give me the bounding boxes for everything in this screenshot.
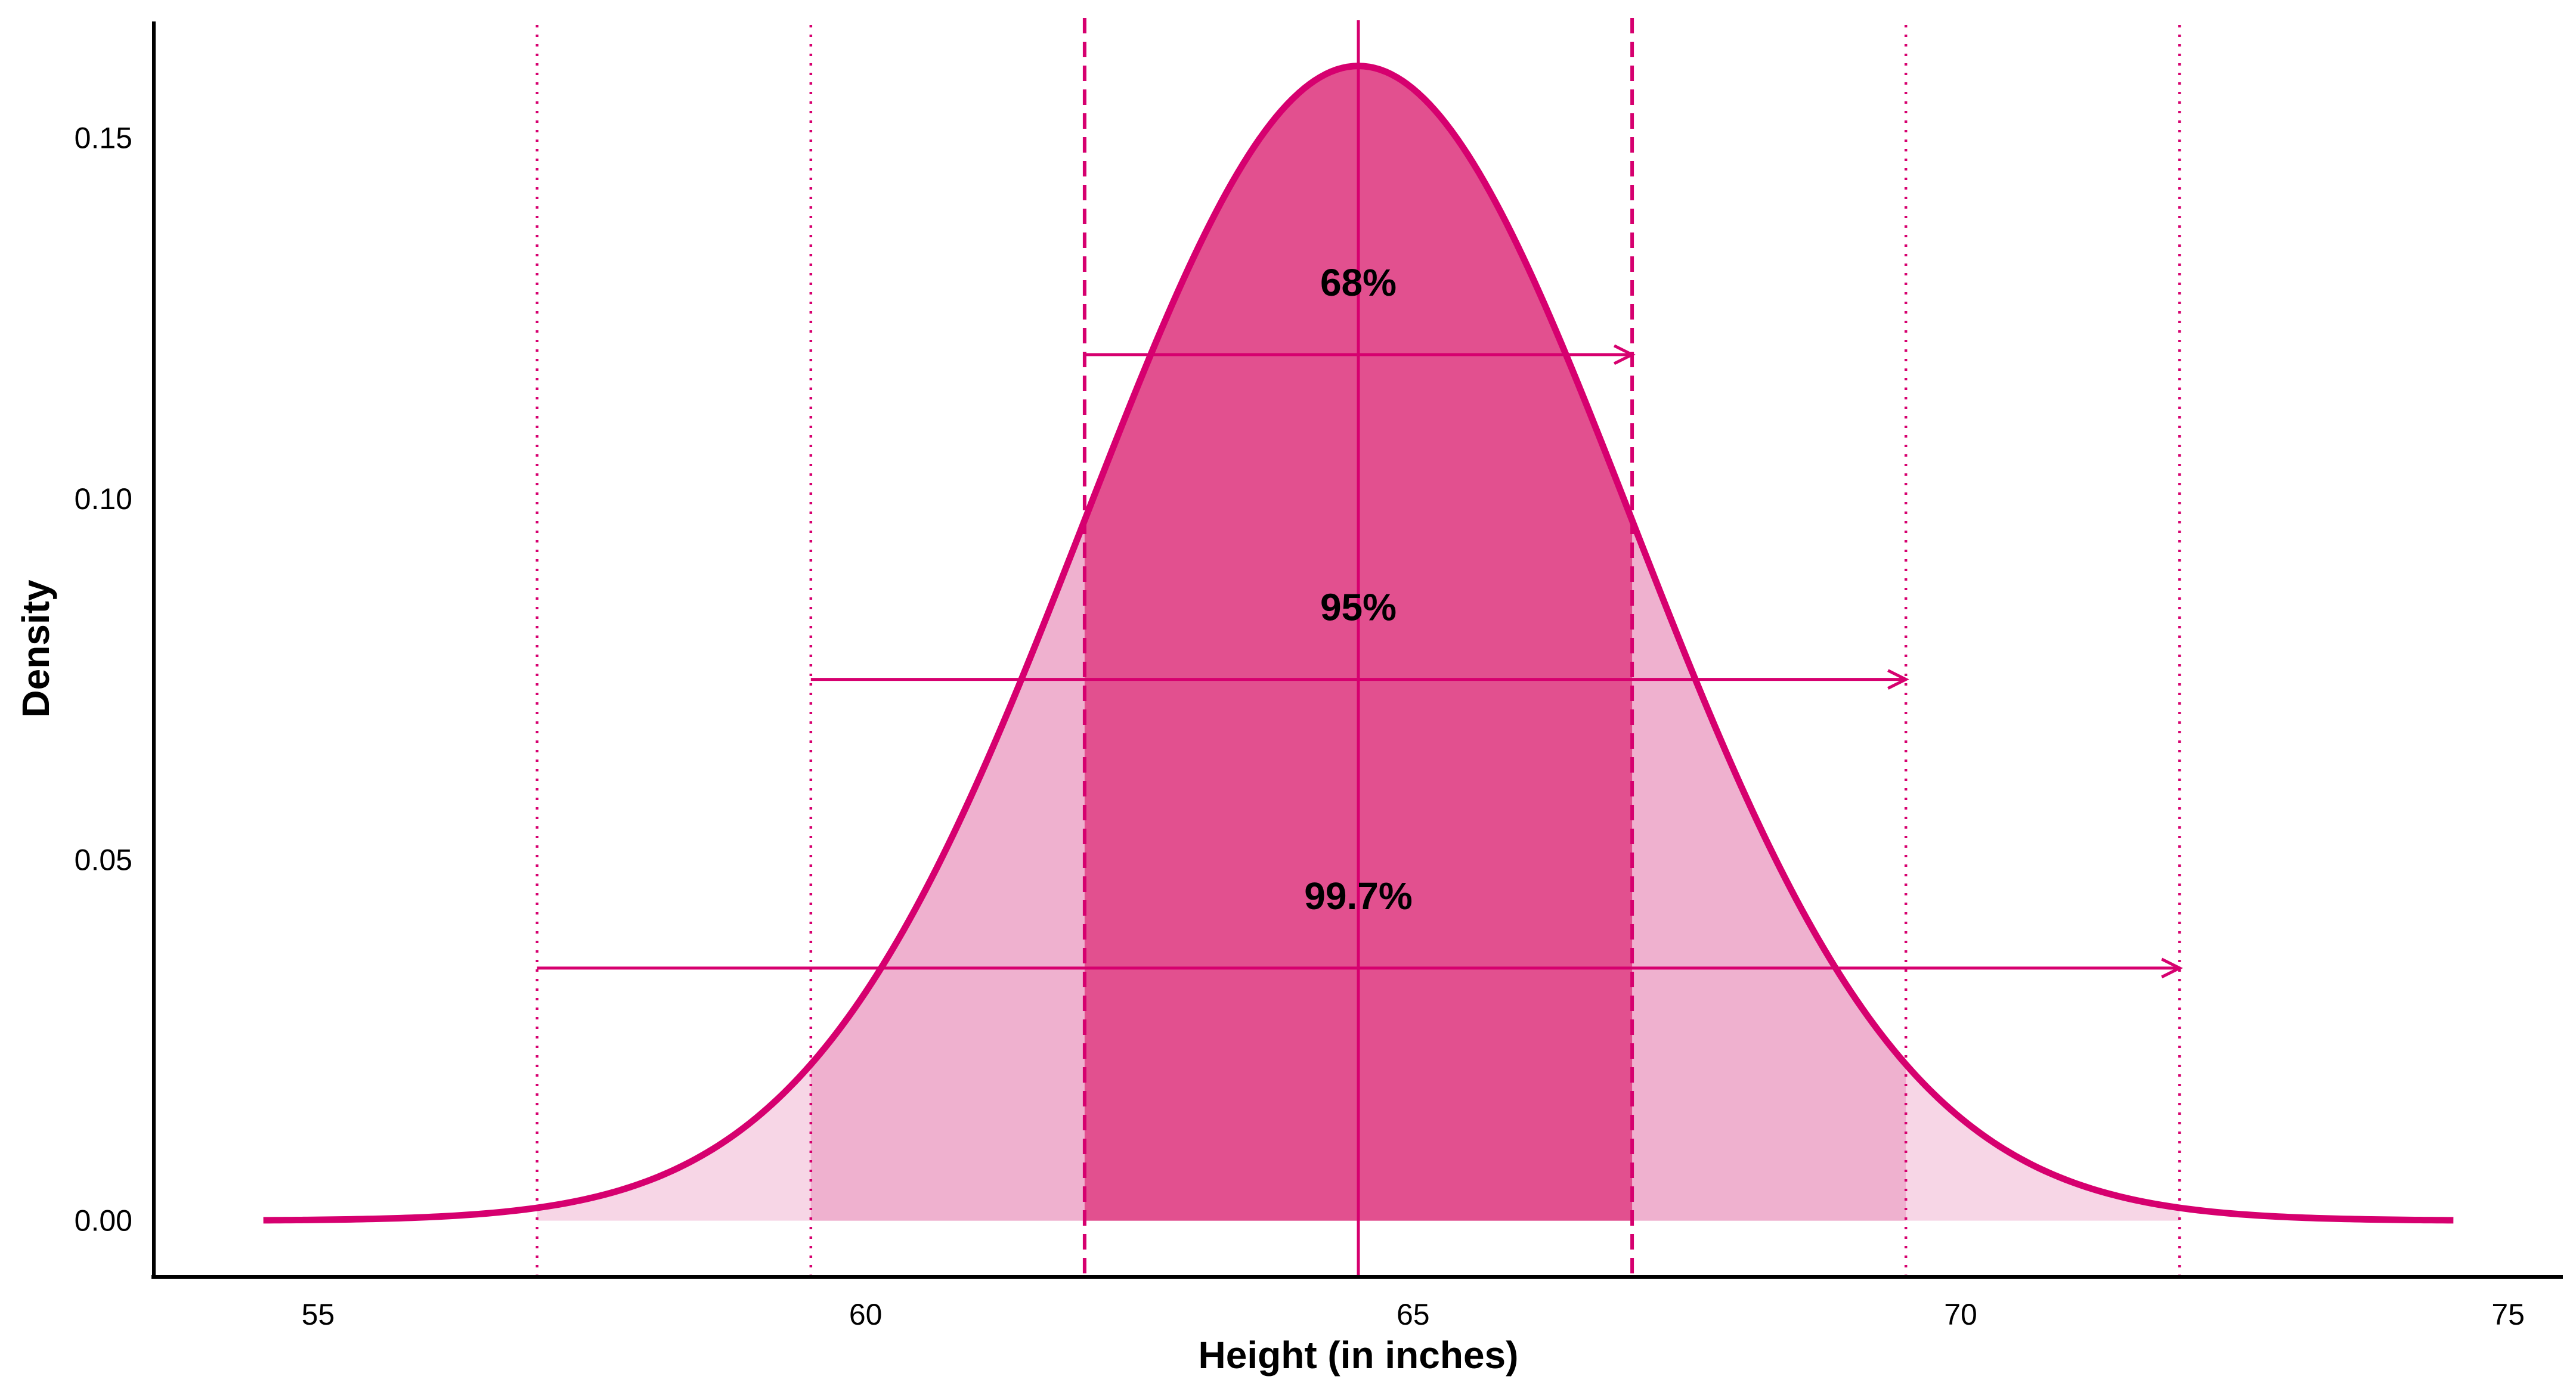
y-axis-title: Density (14, 579, 57, 718)
band-label-2sd: 95% (1320, 586, 1397, 629)
x-axis-ticks: 55 60 65 70 75 (302, 1298, 2525, 1331)
x-tick-label: 55 (302, 1298, 335, 1331)
x-tick-label: 70 (1944, 1298, 1977, 1331)
y-tick-label: 0.05 (75, 843, 132, 876)
band-arrows (537, 344, 2183, 979)
density-curve (263, 63, 2454, 1224)
x-axis-title: Height (in inches) (1199, 1334, 1519, 1377)
x-tick-label: 75 (2491, 1298, 2525, 1331)
reference-lines (535, 18, 2181, 1277)
y-axis-ticks: 0.00 0.05 0.10 0.15 (75, 122, 132, 1238)
y-tick-label: 0.00 (75, 1204, 132, 1238)
band-arrow-1sd (1084, 344, 1636, 365)
x-tick-label: 65 (1397, 1298, 1430, 1331)
band-arrow-2sd (810, 669, 1909, 690)
band-label-3sd: 99.7% (1304, 875, 1412, 917)
band-labels: 68% 95% 99.7% (1304, 261, 1412, 917)
y-tick-label: 0.10 (75, 482, 132, 516)
y-tick-label: 0.15 (75, 122, 132, 155)
band-arrow-head (2161, 957, 2183, 979)
band-arrow-head (1613, 344, 1636, 365)
axes (151, 21, 2563, 1279)
x-tick-label: 60 (849, 1298, 883, 1331)
band-label-1sd: 68% (1320, 261, 1397, 304)
band-arrow-3sd (537, 957, 2183, 979)
band-arrow-head (1887, 669, 1909, 690)
